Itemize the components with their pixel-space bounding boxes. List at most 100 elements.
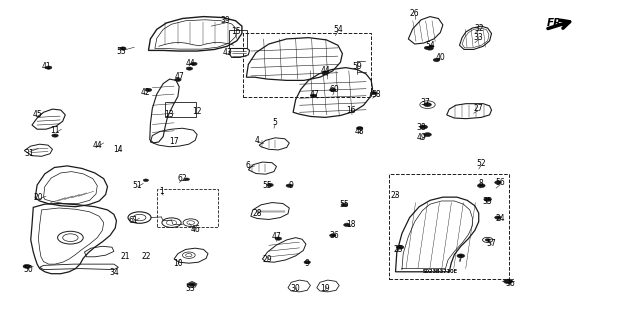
Text: 21: 21 bbox=[120, 252, 129, 261]
Text: 50: 50 bbox=[23, 265, 33, 274]
Text: 58: 58 bbox=[371, 90, 381, 99]
Text: 47: 47 bbox=[174, 72, 184, 81]
Circle shape bbox=[433, 58, 440, 62]
Text: 17: 17 bbox=[169, 137, 179, 146]
Text: 59: 59 bbox=[352, 63, 362, 71]
Text: 47: 47 bbox=[310, 90, 320, 99]
Text: 8: 8 bbox=[479, 179, 484, 188]
Text: 15: 15 bbox=[230, 27, 241, 36]
Text: 29: 29 bbox=[262, 256, 273, 264]
Text: 55: 55 bbox=[339, 200, 349, 209]
Text: 26: 26 bbox=[410, 9, 420, 18]
Text: 61: 61 bbox=[128, 216, 138, 225]
Circle shape bbox=[186, 67, 193, 70]
Text: 13: 13 bbox=[164, 110, 174, 119]
Text: 19: 19 bbox=[320, 284, 330, 293]
Text: 51: 51 bbox=[132, 181, 143, 189]
Text: 40: 40 bbox=[435, 53, 445, 62]
Text: 27: 27 bbox=[474, 104, 484, 113]
Circle shape bbox=[485, 239, 490, 241]
Text: 4: 4 bbox=[255, 136, 260, 145]
Bar bbox=[157, 189, 218, 227]
Text: 43: 43 bbox=[223, 48, 233, 57]
Text: 20: 20 bbox=[33, 193, 44, 202]
Text: 5: 5 bbox=[273, 118, 278, 127]
Text: 39: 39 bbox=[220, 16, 230, 25]
Text: 37: 37 bbox=[420, 98, 431, 107]
Circle shape bbox=[424, 103, 431, 107]
Circle shape bbox=[310, 94, 317, 97]
Text: 31: 31 bbox=[24, 149, 35, 158]
Circle shape bbox=[322, 72, 328, 75]
Text: 44: 44 bbox=[186, 59, 196, 68]
Text: FR.: FR. bbox=[547, 18, 566, 28]
Text: 36: 36 bbox=[329, 231, 339, 240]
Text: 30: 30 bbox=[291, 284, 301, 293]
Circle shape bbox=[275, 237, 282, 240]
Text: 56: 56 bbox=[495, 178, 506, 187]
Text: 55: 55 bbox=[262, 181, 273, 190]
Text: 48: 48 bbox=[355, 127, 365, 136]
Text: 54: 54 bbox=[425, 41, 435, 50]
Text: 28: 28 bbox=[253, 209, 262, 218]
Circle shape bbox=[330, 234, 336, 237]
Circle shape bbox=[396, 245, 404, 249]
Text: 11: 11 bbox=[51, 126, 60, 135]
Text: 12: 12 bbox=[193, 107, 202, 116]
Circle shape bbox=[424, 46, 431, 49]
Text: 36: 36 bbox=[506, 279, 516, 288]
Circle shape bbox=[484, 197, 492, 201]
Text: 44: 44 bbox=[92, 141, 102, 150]
Bar bbox=[389, 174, 509, 279]
Circle shape bbox=[477, 184, 485, 188]
Circle shape bbox=[52, 134, 58, 137]
Text: 54: 54 bbox=[333, 25, 343, 34]
Circle shape bbox=[145, 88, 152, 92]
Circle shape bbox=[286, 184, 292, 187]
Text: 6: 6 bbox=[246, 161, 251, 170]
Circle shape bbox=[184, 178, 189, 181]
Circle shape bbox=[371, 92, 377, 95]
Bar bbox=[243, 33, 371, 97]
Circle shape bbox=[188, 283, 196, 286]
Text: 9: 9 bbox=[288, 181, 293, 190]
Circle shape bbox=[191, 62, 197, 65]
Text: 24: 24 bbox=[495, 214, 506, 223]
Text: 55: 55 bbox=[116, 47, 127, 56]
Text: 60: 60 bbox=[329, 85, 339, 94]
Circle shape bbox=[341, 203, 348, 206]
Circle shape bbox=[120, 47, 126, 50]
Text: 7: 7 bbox=[457, 255, 462, 263]
Circle shape bbox=[356, 127, 363, 130]
Bar bbox=[165, 102, 196, 117]
Circle shape bbox=[429, 45, 434, 48]
Circle shape bbox=[495, 181, 501, 184]
Circle shape bbox=[175, 78, 181, 81]
Text: 44: 44 bbox=[320, 66, 330, 75]
Text: 22: 22 bbox=[141, 252, 150, 261]
Circle shape bbox=[330, 88, 336, 92]
Text: 47: 47 bbox=[271, 232, 282, 241]
Circle shape bbox=[420, 125, 428, 129]
Text: 42: 42 bbox=[141, 88, 151, 97]
Text: 53: 53 bbox=[186, 284, 196, 293]
Text: S023B3710E: S023B3710E bbox=[423, 269, 458, 274]
Text: S023B3710E: S023B3710E bbox=[423, 269, 458, 274]
Text: 45: 45 bbox=[32, 110, 42, 119]
Circle shape bbox=[495, 216, 501, 219]
Text: 52: 52 bbox=[476, 159, 486, 168]
Text: 18: 18 bbox=[346, 220, 355, 229]
Text: 33: 33 bbox=[474, 33, 484, 42]
Text: 34: 34 bbox=[109, 268, 119, 277]
Circle shape bbox=[424, 133, 431, 137]
Circle shape bbox=[45, 66, 52, 69]
Circle shape bbox=[267, 183, 273, 187]
Text: 1: 1 bbox=[159, 187, 164, 196]
Bar bbox=[229, 30, 247, 48]
Text: 14: 14 bbox=[113, 145, 124, 154]
Circle shape bbox=[504, 279, 513, 284]
Text: 35: 35 bbox=[483, 197, 493, 206]
Text: 10: 10 bbox=[173, 259, 183, 268]
Text: 41: 41 bbox=[41, 63, 51, 71]
Text: 62: 62 bbox=[177, 174, 188, 183]
